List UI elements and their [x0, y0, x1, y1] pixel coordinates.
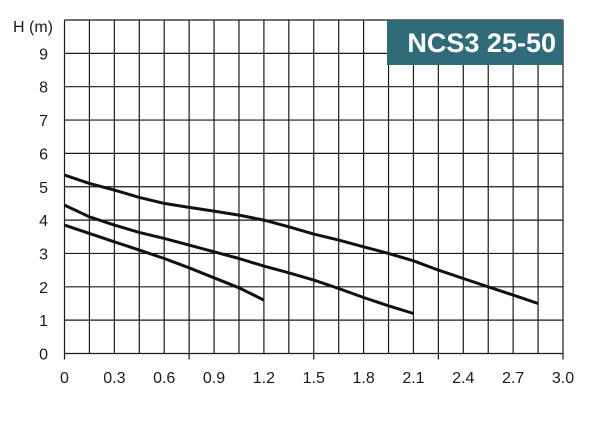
y-tick-label: 1: [39, 313, 48, 330]
y-tick-label: 2: [39, 280, 48, 297]
x-tick-label: 0: [60, 370, 69, 387]
y-tick-label: 7: [39, 113, 48, 130]
x-tick-label: 0.3: [103, 370, 125, 387]
x-tick-label: 2.7: [502, 370, 524, 387]
y-tick-label: 3: [39, 246, 48, 263]
x-tick-label: 0.6: [153, 370, 175, 387]
x-tick-label: 3.0: [552, 370, 574, 387]
y-tick-label: 8: [39, 80, 48, 97]
x-tick-label: 1.5: [303, 370, 325, 387]
curve-speed-3: [64, 173, 539, 305]
curve-speed-1: [64, 223, 265, 302]
y-tick-label: 0: [39, 347, 48, 364]
title-badge: [387, 20, 563, 65]
y-tick-label: 6: [39, 146, 48, 163]
curves: [63, 173, 539, 315]
y-tick-label: 4: [39, 213, 48, 230]
x-tick-labels: 0 0.3 0.6 0.9 1.2 1.5 1.8 2.1 2.4 2.7 3.0: [60, 370, 574, 387]
y-axis-label: H (m): [13, 19, 53, 36]
x-tick-label: 2.4: [452, 370, 474, 387]
curve-speed-2: [63, 203, 414, 315]
x-tick-label: 1.2: [253, 370, 275, 387]
x-tick-label: 0.9: [203, 370, 225, 387]
y-tick-label: 9: [39, 46, 48, 63]
y-tick-label: 5: [39, 180, 48, 197]
chart-title: NCS3 25-50: [407, 28, 556, 58]
grid: [63, 19, 564, 360]
y-tick-labels: 0 1 2 3 4 5 6 7 8 9: [39, 46, 48, 363]
x-tick-label: 2.1: [402, 370, 424, 387]
x-tick-label: 1.8: [352, 370, 374, 387]
